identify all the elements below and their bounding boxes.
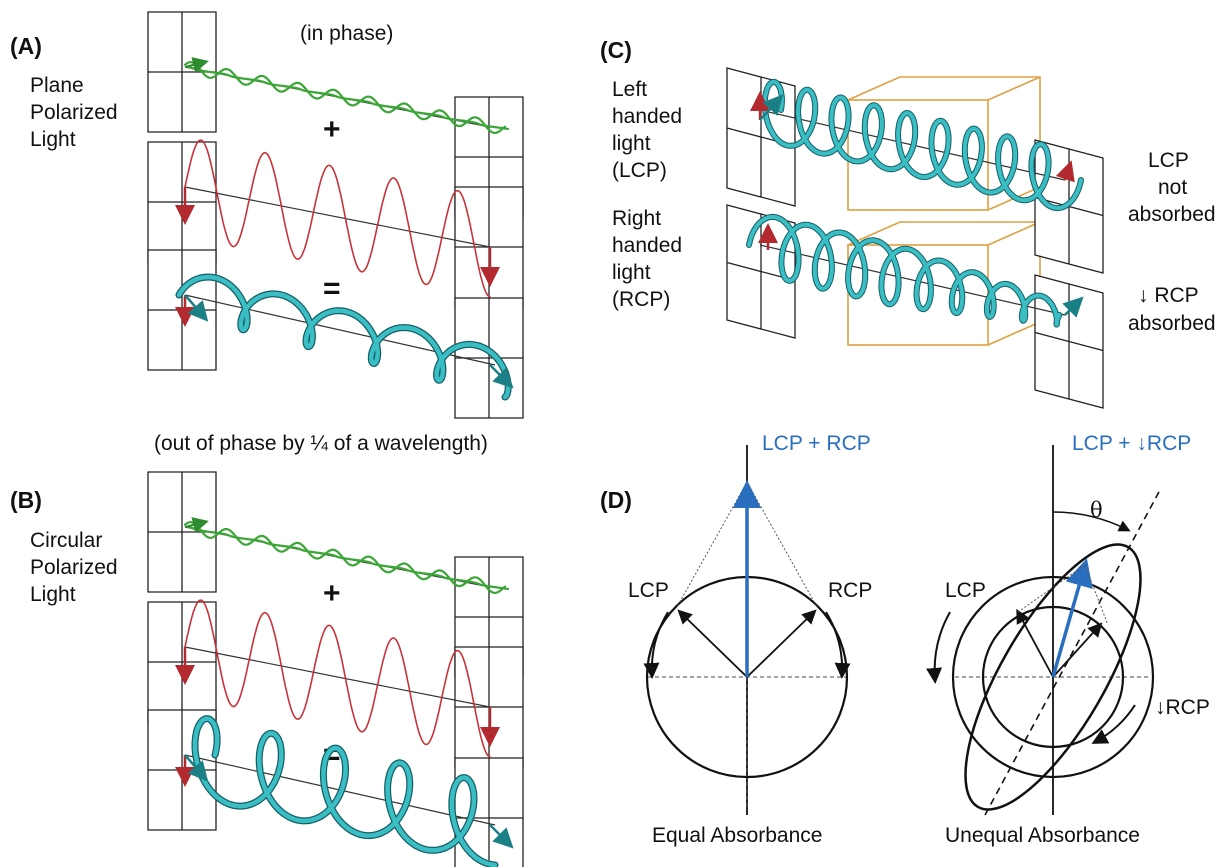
panel-d-left-rcp-rotation-arrow <box>825 611 851 679</box>
panel-d-right-inner-circle <box>981 605 1125 749</box>
panel-d-left-lcp-vector <box>677 609 748 678</box>
panel-c-sample-box-top-edge <box>987 76 1041 101</box>
panel-a-plus: + <box>323 113 341 146</box>
panel-c-lcp-line1: Left <box>612 78 648 101</box>
panel-c-rcp-line3: light <box>612 261 651 284</box>
panel-b-red-axis <box>184 646 491 708</box>
panel-c-lcp-line4: (LCP) <box>612 159 667 182</box>
panel-c-lcp-cyan-vec <box>759 94 784 121</box>
panel-b-title-line1: Circular <box>30 529 103 552</box>
panel-d-right-theta-arc <box>1052 511 1131 532</box>
panel-c-label: (C) <box>600 37 632 63</box>
panel-a-title-line3: Light <box>30 128 76 151</box>
panel-b-green-wave-b <box>183 521 507 594</box>
panel-d-right-rcp-vector <box>1052 622 1103 678</box>
panel-c-sample-box-bottom-edge <box>987 221 1041 246</box>
panel-b-red-plane-left <box>147 601 217 723</box>
panel-c-lcp-result-line1: LCP <box>1148 149 1189 172</box>
panel-c-lcp-plane-left <box>726 67 796 207</box>
panel-d-right-lcp-rotation-arrow <box>926 611 951 684</box>
panel-c-rcp-line4: (RCP) <box>612 288 671 311</box>
panel-b-label: (B) <box>10 487 42 513</box>
panel-d-right-top-label: LCP + ↓RCP <box>1072 432 1192 455</box>
panel-d-left-lcp: LCP <box>628 579 669 602</box>
panel-d-left-dotted-right <box>746 481 818 608</box>
panel-a-red-wave <box>184 139 491 298</box>
panel-d-label: (D) <box>600 487 632 513</box>
panel-d-right-lcp-vector <box>1016 608 1054 678</box>
panel-c-lcp-result-line2: not <box>1158 176 1188 199</box>
panel-a-red-axis <box>184 186 491 248</box>
panel-b-green-vec-left <box>184 517 209 533</box>
panel-b-title-line3: Light <box>30 583 76 606</box>
panel-d-right-theta: θ <box>1090 498 1103 522</box>
waves-layer <box>175 57 1084 867</box>
panel-d-left-top-label: LCP + RCP <box>762 432 871 455</box>
panel-c-rcp-line2: handed <box>612 234 683 257</box>
panel-d-right-dotted-a <box>1017 564 1086 613</box>
panel-c-rcp-plane-right-hline <box>1034 331 1104 352</box>
panel-b-phase-note: (out of phase by ¼ of a wavelength) <box>154 432 488 455</box>
panel-c-lcp-line3: light <box>612 132 651 155</box>
panel-d-right-dotted-b <box>1084 564 1109 626</box>
panel-a-label: (A) <box>10 33 42 59</box>
panel-c-lcp-helix <box>762 79 1083 211</box>
panel-d-right-rcp-rotation-arrow <box>1091 704 1136 744</box>
panel-a-green-vec-left <box>184 57 209 73</box>
panel-b-cyan-vec-right <box>489 824 514 849</box>
panel-d-left-lcp-rotation-arrow <box>643 611 669 679</box>
panel-d-left-dotted-left <box>676 481 748 608</box>
panels-layer <box>147 11 1104 867</box>
panel-c-rcp-result-line2: absorbed <box>1128 312 1216 335</box>
panel-c-lcp-line2: handed <box>612 105 683 128</box>
panel-a-cyan-vec-left <box>184 294 209 322</box>
panel-d-right-sum-vector <box>1051 558 1093 678</box>
panel-d-right-lcp: LCP <box>945 579 986 602</box>
panel-b-cyan-plane-left <box>147 709 217 831</box>
panel-d-right-ellipse <box>964 543 1142 811</box>
panel-d-left-caption: Equal Absorbance <box>652 824 823 847</box>
panel-c-rcp-result-line1: ↓ RCP <box>1138 284 1199 307</box>
panel-a-cyan-wave <box>176 274 511 400</box>
panel-b-plus: + <box>323 577 341 610</box>
panel-d-right-tilted-axis <box>984 489 1161 816</box>
panel-d-right-caption: Unequal Absorbance <box>945 824 1140 847</box>
panel-a-cyan-plane-left <box>147 249 217 371</box>
panel-d-left-rcp-vector <box>746 609 817 678</box>
panel-d-right-rcp: ↓RCP <box>1155 696 1210 719</box>
panel-a-red-plane-left <box>147 141 217 263</box>
panel-a-title-line1: Plane <box>30 74 84 97</box>
panel-a-title-line2: Polarized <box>30 101 118 124</box>
panel-b-title-line2: Polarized <box>30 556 118 579</box>
panel-b-cyan-wave <box>192 716 498 867</box>
panel-d-right-outer-circle <box>951 575 1155 779</box>
panel-a-equals: = <box>323 272 341 305</box>
panel-c-rcp-cyan-vec-right <box>1062 296 1084 318</box>
panel-d-left-rcp: RCP <box>828 579 873 602</box>
panel-c-rcp-line1: Right <box>612 207 662 230</box>
panel-c-lcp-helix-shadow <box>761 78 1084 212</box>
panel-a-cyan-vec-right <box>489 364 514 389</box>
panel-c-rcp-helix <box>747 214 1062 327</box>
panel-a-phase-note: (in phase) <box>300 22 394 45</box>
panel-a-green-wave-b <box>183 61 507 134</box>
panel-c-lcp-result-line3: absorbed <box>1128 203 1216 226</box>
panel-c-rcp-axis <box>759 244 1066 316</box>
panel-d-drawing <box>643 445 1161 816</box>
panel-b-cyan-vec-left <box>184 754 209 782</box>
panel-b-red-wave <box>184 599 491 758</box>
panel-b-green-plane-left <box>147 471 217 593</box>
panel-c-lcp-red-vec-right <box>1055 160 1075 183</box>
